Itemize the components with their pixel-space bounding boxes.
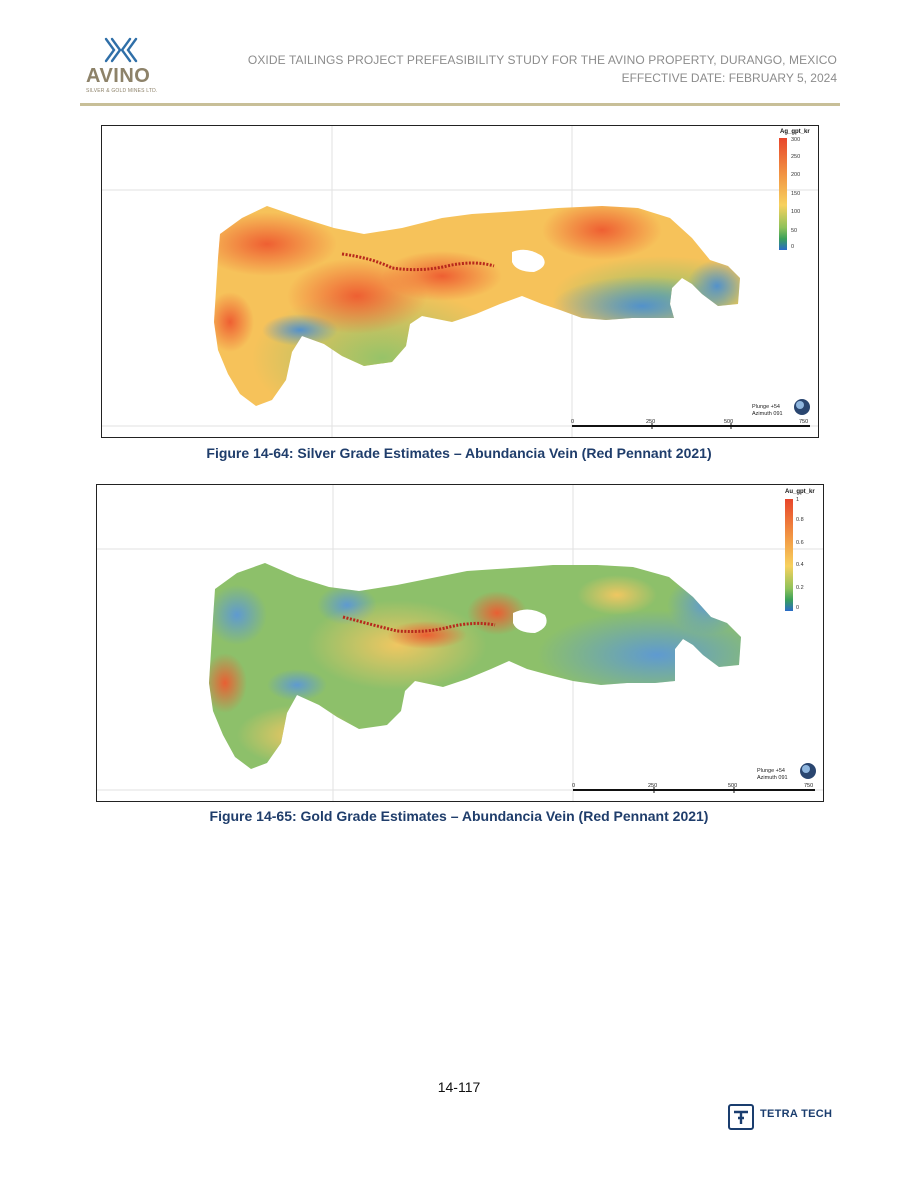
gold-legend-tick: 0 — [796, 605, 800, 611]
silver-scale-label: 500 — [724, 419, 734, 425]
gold-legend-title: Au_gpt_kr — [785, 489, 815, 495]
gold-orientation-label: Plunge +54 Azimuth 091 — [757, 768, 788, 781]
logo-subtext: SILVER & GOLD MINES LTD. — [86, 88, 158, 94]
silver-legend-tick: 200 — [791, 172, 801, 178]
silver-legend-bar — [779, 138, 787, 250]
avino-logo-icon — [104, 37, 138, 63]
document-title: OXIDE TAILINGS PROJECT PREFEASIBILITY ST… — [247, 53, 837, 67]
figure-silver-grade: Ag_gpt_kr 300 250 200 150 100 50 0 Plung… — [101, 125, 819, 438]
silver-legend-tick: 100 — [791, 209, 801, 215]
gold-scale-label: 500 — [728, 783, 738, 789]
silver-legend-tick: 50 — [791, 228, 798, 234]
page-header: AVINO SILVER & GOLD MINES LTD. OXIDE TAI… — [0, 0, 918, 110]
figure-gold-grade: Au_gpt_kr 1 0.8 0.6 0.4 0.2 0 Plunge +54… — [96, 484, 824, 802]
gold-figure-caption: Figure 14-65: Gold Grade Estimates – Abu… — [209, 808, 709, 824]
header-divider — [80, 103, 840, 106]
gold-legend-bar — [785, 499, 793, 611]
silver-orientation-label: Plunge +54 Azimuth 091 — [752, 404, 783, 417]
page-number: 14-117 — [437, 1079, 481, 1095]
gold-legend-tick: 0.8 — [796, 517, 804, 523]
gold-legend-tick: 1 — [796, 497, 800, 503]
gold-scale-label: 250 — [648, 783, 658, 789]
silver-scale-label: 0 — [571, 419, 575, 425]
gold-scale-label: 750 — [804, 783, 814, 789]
gold-scale-label: 0 — [572, 783, 576, 789]
silver-legend-tick: 0 — [791, 244, 795, 250]
company-name: TETRA TECH — [760, 1108, 833, 1120]
gold-legend-tick: 0.2 — [796, 585, 804, 591]
logo-wordmark: AVINO — [86, 65, 151, 87]
silver-figure-caption: Figure 14-64: Silver Grade Estimates – A… — [206, 445, 712, 461]
silver-grade-map — [102, 126, 818, 437]
silver-scale-label: 250 — [646, 419, 656, 425]
silver-legend-title: Ag_gpt_kr — [780, 129, 810, 135]
gold-grade-map — [97, 485, 823, 801]
silver-legend-tick: 150 — [791, 191, 801, 197]
silver-legend-tick: 300 — [791, 137, 801, 143]
gold-legend-tick: 0.4 — [796, 562, 804, 568]
gold-legend-tick: 0.6 — [796, 540, 804, 546]
tetra-tech-logo-icon — [728, 1104, 754, 1130]
silver-scale-label: 750 — [799, 419, 809, 425]
effective-date: EFFECTIVE DATE: FEBRUARY 5, 2024 — [621, 71, 837, 85]
silver-legend-tick: 250 — [791, 154, 801, 160]
